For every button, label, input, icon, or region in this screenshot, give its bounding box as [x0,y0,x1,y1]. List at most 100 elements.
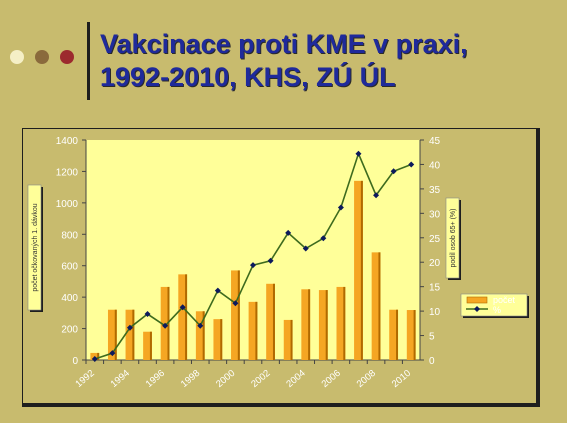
bar [283,319,293,360]
percent-marker [285,229,292,236]
chart-frame-shadow-bottom [22,403,540,407]
percent-marker [179,304,186,311]
left-axis-tick-label: 200 [61,325,78,336]
bar [301,289,311,360]
bar [231,270,240,360]
right-axis-tick-label: 15 [429,283,441,294]
right-axis-tick-label: 10 [429,307,441,318]
bar-edge [360,180,363,360]
x-axis-tick-label: 1994 [109,368,132,390]
bar-edge [167,286,170,360]
right-axis-tick-label: 0 [429,356,435,367]
title-line-1: Vakcinace proti KME v praxi, [100,29,468,59]
dot-red [60,50,74,64]
percent-marker [214,287,221,294]
bar-edge [290,319,293,360]
bar [389,309,399,360]
bar-edge [272,283,275,360]
bar-edge [378,252,381,360]
x-axis-tick-label: 2008 [355,368,378,390]
bar [213,319,223,360]
bar-edge [343,286,346,360]
x-axis-tick-label: 2006 [320,368,343,390]
percent-marker [337,204,344,211]
percent-marker [109,350,116,357]
percent-marker [320,235,327,242]
x-axis-tick-label: 2004 [284,368,307,390]
percent-marker [302,245,309,252]
title-line-2: 1992-2010, KHS, ZÚ ÚL [100,62,396,92]
dot-light [10,50,24,64]
percent-marker [373,192,380,199]
bar-edge [325,290,328,360]
x-axis-tick-label: 2010 [390,368,413,390]
right-axis-tick-label: 45 [429,136,441,147]
right-axis-tick-label: 40 [429,160,441,171]
dot-brown [35,50,49,64]
bar-edge [114,309,117,360]
percent-marker [267,257,274,264]
bar-edge [220,319,223,360]
right-axis-tick-label: 25 [429,234,441,245]
percent-marker [126,324,133,331]
left-axis-tick-label: 1000 [56,199,79,210]
left-axis-tick-label: 600 [61,262,78,273]
left-axis-tick-label: 400 [61,293,78,304]
bar-edge [308,289,311,360]
right-axis-tick-label: 35 [429,185,441,196]
left-axis-tick-label: 1200 [56,167,79,178]
percent-marker [162,322,169,329]
chart-frame [22,128,537,404]
legend-swatch-bar [466,296,488,304]
right-axis-tick-label: 20 [429,258,441,269]
legend-label-bar: počet [493,295,516,305]
left-axis-title-box [27,184,42,311]
bar-edge [413,310,416,360]
bar-edge [237,270,240,360]
bar-edge [396,309,399,360]
x-axis-tick-label: 1992 [73,368,96,390]
bar [143,331,152,360]
bar-edge [255,301,258,360]
x-axis-tick-label: 1998 [179,368,202,390]
percent-marker [144,311,151,318]
bar [195,311,205,360]
left-axis-tick-label: 800 [61,230,78,241]
bar [125,309,135,360]
right-axis-tick-label: 5 [429,332,435,343]
left-axis-title: počet očkovaných 1. dávkou [32,203,39,291]
chart-frame-shadow-right [536,128,540,406]
left-axis-tick-label: 1400 [56,136,79,147]
bar-edge [185,274,188,360]
bar [266,283,275,360]
bar [318,290,328,360]
bar [178,274,188,360]
right-axis-title: podíl osob 65+ (%) [450,209,457,268]
percent-marker [250,262,256,269]
percent-marker [355,150,362,157]
x-axis-tick-label: 2000 [214,368,237,390]
bar-edge [149,331,152,360]
bar [371,252,381,360]
bar-edge [97,352,100,360]
bar [354,180,363,360]
percent-marker [390,168,397,175]
bar [107,309,117,360]
x-axis-tick-label: 1996 [144,368,167,390]
left-axis-tick-label: 0 [72,356,78,367]
bar [336,286,346,360]
percent-marker [197,322,204,329]
bar-edge [132,309,135,360]
legend-label-line: % [493,305,501,315]
legend-swatch-marker [474,306,480,312]
percent-marker [408,161,415,168]
right-axis-tick-label: 30 [429,209,441,220]
x-axis-tick-label: 2002 [249,368,272,390]
percent-marker [91,356,98,363]
slide-title: Vakcinace proti KME v praxi, 1992-2010, … [100,28,550,94]
bar-edge [202,311,205,360]
percent-marker [232,300,239,307]
bar [248,301,258,360]
